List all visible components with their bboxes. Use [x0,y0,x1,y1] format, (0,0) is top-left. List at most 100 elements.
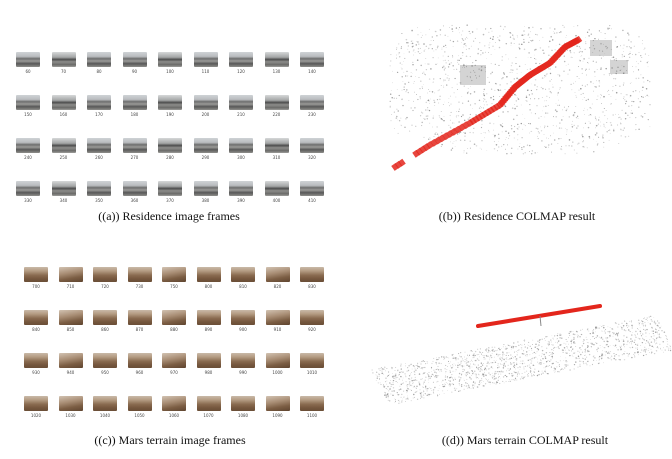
mars-thumbnail [300,310,324,325]
frame-number: 950 [101,370,109,375]
mars-frame: 970 [162,353,186,375]
mars-frame: 1080 [231,396,255,418]
mars-frame: 730 [127,267,152,289]
residence-thumbnail [193,181,218,196]
residence-thumbnail [158,52,182,67]
residence-thumbnail [16,95,40,110]
residence-frame: 310 [264,138,289,160]
frame-number: 1090 [272,413,283,418]
mars-thumbnail [24,267,48,282]
residence-thumbnail [51,95,76,110]
frame-number: 340 [59,198,68,203]
frame-number: 930 [32,370,40,375]
frame-number: 830 [308,284,316,289]
residence-frame: 370 [158,181,182,203]
residence-frame: 200 [193,95,218,117]
frame-number: 150 [24,112,32,117]
residence-frame: 120 [229,52,253,74]
residence-thumbnail [229,138,253,153]
residence-frame: 190 [158,95,182,117]
mars-frame: 850 [58,310,83,332]
residence-thumbnail [193,52,218,67]
frame-number: 180 [130,112,139,117]
mars-frame: 920 [300,310,324,332]
mars-thumbnail [127,267,152,282]
residence-thumbnail [51,138,76,153]
residence-thumbnail [122,138,147,153]
residence-frame: 110 [193,52,218,74]
frame-number: 100 [166,69,174,74]
mars-frame: 1030 [58,396,83,418]
mars-frame: 810 [231,267,255,289]
residence-thumbnail [300,52,324,67]
residence-thumbnail [16,181,40,196]
frame-number: 250 [59,155,68,160]
residence-frame: 130 [264,52,289,74]
camera-trajectory [391,35,583,171]
frame-number: 130 [272,69,281,74]
residence-frame: 340 [51,181,76,203]
mars-thumbnail [93,396,117,411]
mars-frame: 750 [162,267,186,289]
mars-thumbnail [127,353,152,368]
frame-number: 190 [166,112,174,117]
frame-number: 140 [308,69,316,74]
mars-thumbnail [265,310,290,325]
frame-number: 60 [25,69,31,74]
residence-frame: 360 [122,181,147,203]
caption-c: ((c)) Mars terrain image frames [94,433,246,447]
frame-number: 350 [95,198,103,203]
frame-number: 1040 [99,413,111,418]
residence-frame: 260 [87,138,111,160]
mars-thumbnail [265,353,290,368]
mars-colmap-result [371,304,672,404]
frame-number: 1100 [306,413,318,418]
mars-thumbnail [265,396,290,411]
mars-thumbnail [58,267,83,282]
mars-frame: 980 [196,353,221,375]
residence-thumbnail [193,95,218,110]
mars-frames-grid: 700 710 720 730 750 800 810 820 830 840 850 860 870 8… [24,267,324,418]
mars-frame: 930 [24,353,48,375]
frame-number: 910 [273,327,282,332]
frame-number: 330 [24,198,32,203]
frame-number: 120 [237,69,245,74]
frame-number: 970 [170,370,178,375]
residence-frame: 150 [16,95,40,117]
mars-frame: 940 [58,353,83,375]
residence-frame: 220 [264,95,289,117]
residence-frame: 90 [122,52,147,74]
mars-thumbnail [58,353,83,368]
frame-number: 800 [204,284,213,289]
mars-frame: 990 [231,353,255,375]
frame-number: 110 [201,69,210,74]
frame-number: 230 [308,112,316,117]
frame-number: 290 [201,155,210,160]
residence-thumbnail [264,95,289,110]
residence-frame: 290 [193,138,218,160]
mars-frame: 1050 [127,396,152,418]
mars-frame: 900 [231,310,255,332]
mars-frame: 720 [93,267,117,289]
frame-number: 310 [272,155,281,160]
residence-frame: 390 [229,181,253,203]
residence-frame: 80 [87,52,111,74]
residence-frame: 70 [51,52,76,74]
mars-thumbnail [196,396,221,411]
frame-number: 1020 [30,413,42,418]
residence-thumbnail [158,138,182,153]
residence-frame: 330 [16,181,40,203]
terrain-point-cloud [371,315,672,404]
mars-thumbnail [93,353,117,368]
frame-number: 920 [308,327,316,332]
mars-frame: 800 [196,267,221,289]
mars-frame: 700 [24,267,48,289]
frame-number: 90 [131,69,138,74]
residence-thumbnail [51,181,76,196]
residence-thumbnail [229,95,253,110]
mars-thumbnail [231,396,255,411]
frame-number: 1050 [134,413,145,418]
mars-frame: 1090 [265,396,290,418]
mars-frame: 710 [58,267,83,289]
residence-thumbnail [158,95,182,110]
